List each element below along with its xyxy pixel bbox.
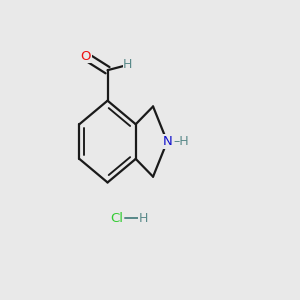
Text: Cl: Cl	[110, 212, 123, 225]
Text: N: N	[162, 135, 172, 148]
Text: –H: –H	[174, 135, 189, 148]
Text: H: H	[123, 58, 133, 71]
Text: O: O	[80, 50, 91, 63]
Text: H: H	[139, 212, 148, 225]
